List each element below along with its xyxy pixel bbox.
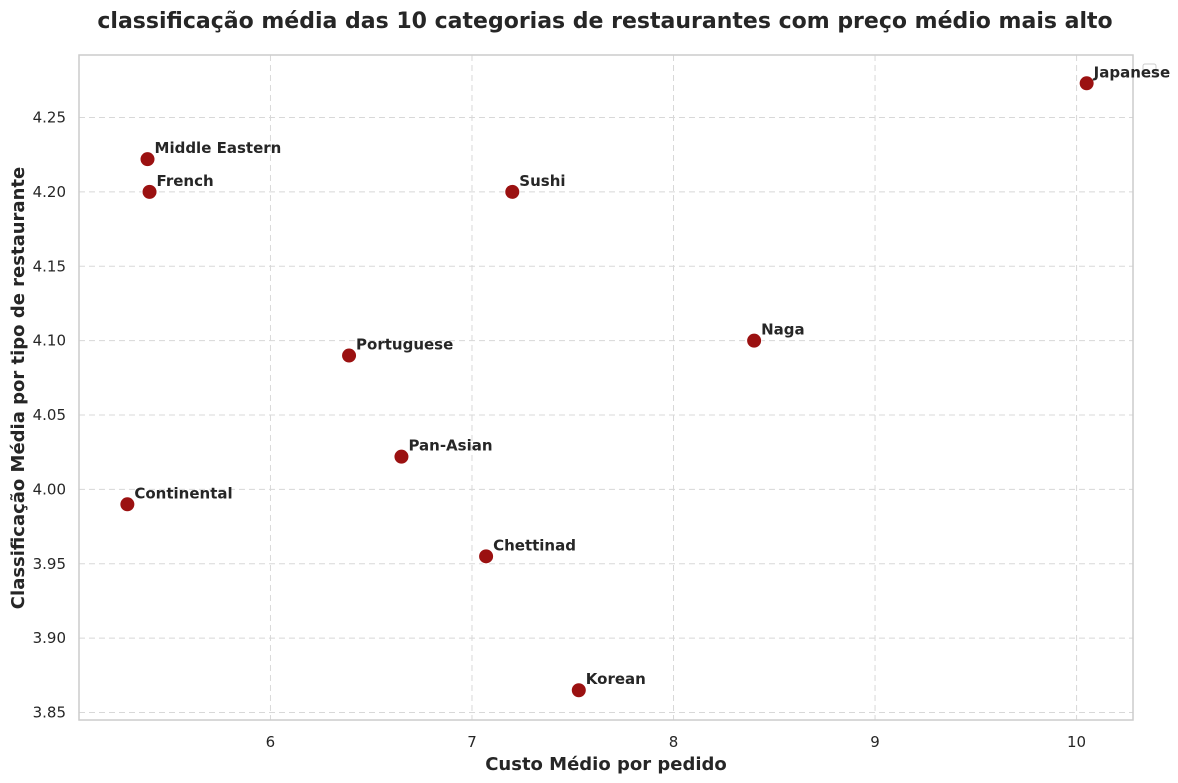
legend-box (1142, 63, 1157, 78)
data-point (341, 347, 358, 364)
point-layer: Japanese Middle Eastern French Sushi Naga Por… (119, 63, 1171, 699)
data-point (478, 548, 495, 565)
y-tick-label: 4.25 (33, 108, 66, 126)
tick-layer: 6 7 8 9 10 3.85 3.90 3.95 4.00 4.05 4.10 4.15 4.20 4.… (33, 108, 1087, 751)
data-point (746, 332, 763, 349)
data-point-label: Chettinad (493, 536, 576, 554)
x-tick-label: 6 (266, 733, 276, 751)
y-tick-label: 4.20 (33, 183, 66, 201)
data-point-label: French (157, 172, 214, 190)
y-tick-label: 3.90 (33, 629, 66, 647)
grid-layer (79, 55, 1133, 720)
data-point (1078, 75, 1095, 92)
data-point (119, 496, 136, 513)
data-point (141, 183, 158, 200)
x-tick-label: 9 (870, 733, 880, 751)
data-point-label: Portuguese (356, 336, 453, 354)
data-point-label: Middle Eastern (155, 139, 282, 157)
data-point-label: Naga (761, 321, 805, 339)
y-tick-label: 4.10 (33, 332, 66, 350)
y-tick-label: 3.95 (33, 555, 66, 573)
y-tick-label: 3.85 (33, 704, 66, 722)
plot-frame (78, 54, 1134, 721)
data-point-label: Japanese (1093, 63, 1171, 81)
data-point (393, 448, 410, 465)
data-point (139, 151, 156, 168)
x-tick-label: 7 (467, 733, 477, 751)
x-tick-label: 10 (1067, 733, 1086, 751)
y-tick-label: 4.15 (33, 257, 66, 275)
data-point-label: Korean (586, 670, 646, 688)
y-axis-label: Classificação Média por tipo de restaura… (8, 167, 29, 609)
x-axis-label: Custo Médio por pedido (485, 754, 727, 775)
y-tick-label: 4.05 (33, 406, 66, 424)
y-tick-label: 4.00 (33, 480, 66, 498)
data-point (570, 682, 587, 699)
x-tick-label: 8 (669, 733, 679, 751)
data-point-label: Pan-Asian (408, 437, 492, 455)
data-point (504, 183, 521, 200)
chart-title: classificação média das 10 categorias de… (97, 9, 1112, 34)
data-point-label: Sushi (519, 172, 565, 190)
data-point-label: Continental (134, 484, 232, 502)
